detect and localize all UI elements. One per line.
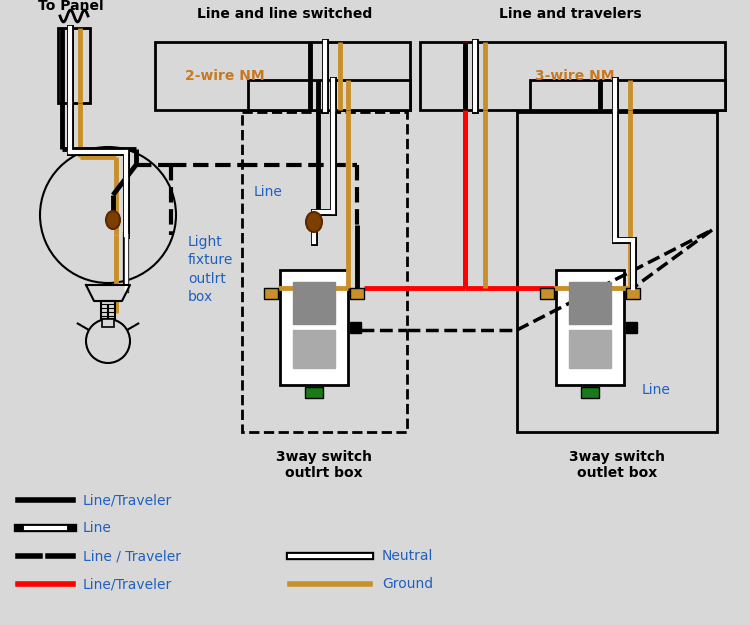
Text: Line / Traveler: Line / Traveler [83,549,181,563]
Bar [517,112,717,432]
Text: Line/Traveler: Line/Traveler [83,577,172,591]
Bar [305,387,323,398]
Text: Light
fixture
outlrt
box: Light fixture outlrt box [188,235,233,304]
Text: Neutral: Neutral [382,549,433,563]
Text: Ground: Ground [382,577,433,591]
Bar [248,80,410,110]
Bar [264,288,278,299]
Text: 3-wire NM: 3-wire NM [536,69,615,83]
Ellipse shape [106,211,120,229]
Bar [540,288,554,299]
Text: Line and travelers: Line and travelers [499,7,641,21]
Text: Line: Line [83,521,112,535]
Text: 3way switch
outlet box: 3way switch outlet box [569,450,665,480]
Bar [556,270,624,385]
Polygon shape [86,285,130,301]
Bar [420,42,725,110]
Bar [280,270,348,385]
Bar [581,387,599,398]
Bar [569,330,611,368]
Bar [293,330,335,368]
Text: Line/Traveler: Line/Traveler [83,493,172,507]
Bar [569,282,611,324]
Bar [58,28,90,103]
Bar [102,319,114,327]
Bar [101,301,115,319]
Text: Line: Line [642,383,670,397]
Bar [155,42,410,110]
Circle shape [40,147,176,283]
Text: To Panel: To Panel [38,0,104,13]
Bar [350,288,364,299]
Bar [350,322,361,333]
Bar [293,282,335,324]
Circle shape [86,319,130,363]
Text: Line and line switched: Line and line switched [197,7,373,21]
Text: Line: Line [254,185,283,199]
Bar [242,112,407,432]
Bar [530,80,725,110]
Bar [626,322,637,333]
Text: 2-wire NM: 2-wire NM [185,69,265,83]
Ellipse shape [306,212,322,232]
Bar [626,288,640,299]
Text: 3way switch
outlrt box: 3way switch outlrt box [276,450,372,480]
